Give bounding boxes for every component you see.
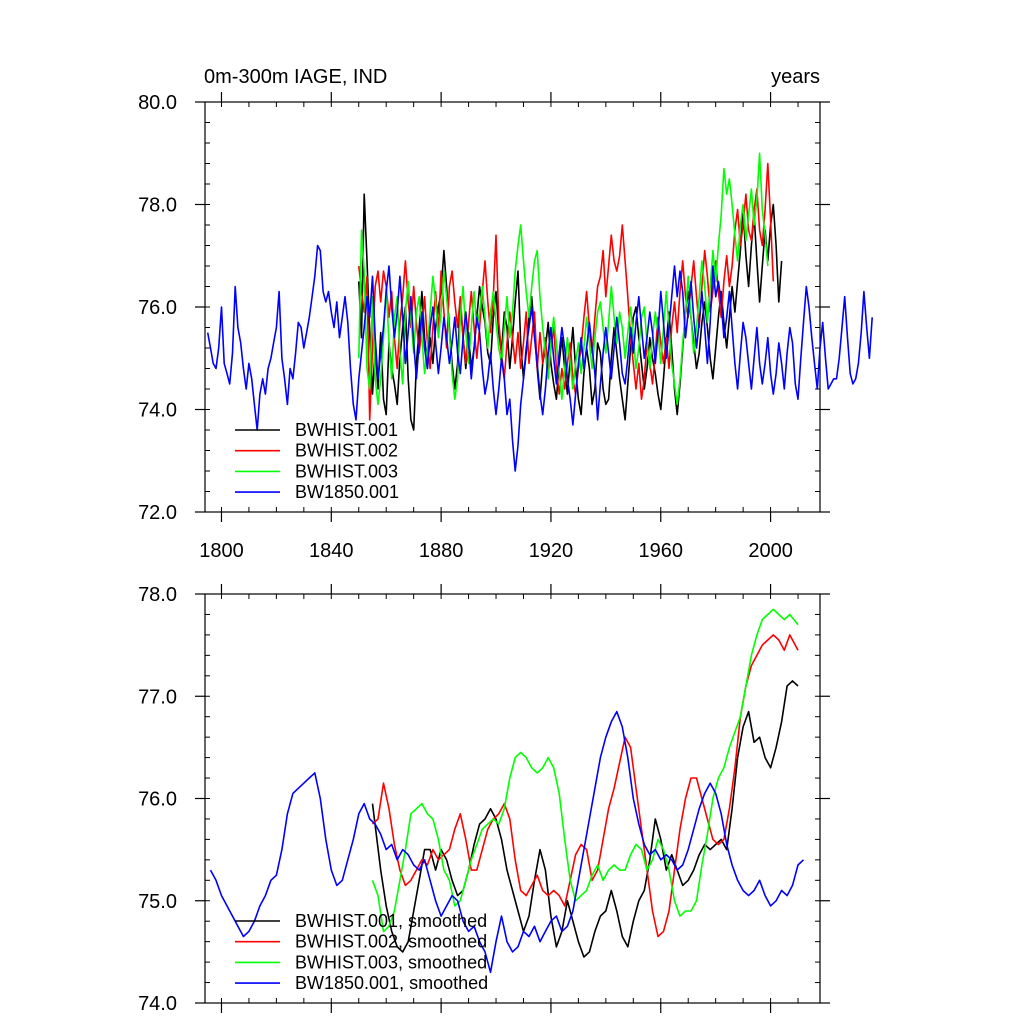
y-tick-label: 80.0: [138, 92, 177, 114]
y-tick-label: 77.0: [138, 686, 177, 708]
legend-label: BWHIST.003, smoothed: [295, 952, 487, 972]
y-tick-label: 78.0: [138, 195, 177, 217]
y-tick-label: 78.0: [138, 584, 177, 606]
legend-label: BW1850.001: [295, 482, 399, 502]
y-tick-label: 74.0: [138, 400, 177, 422]
series-line-bw1850-001: [206, 244, 873, 472]
series-line-bwhist-003-smoothed: [371, 608, 799, 933]
series-line-bw1850-001-smoothed: [209, 710, 805, 974]
x-tick-label: 1800: [199, 540, 244, 562]
top-title: 0m-300m IAGE, IND: [204, 66, 387, 88]
legend-label: BWHIST.001: [295, 420, 398, 440]
legend-label: BWHIST.003: [295, 461, 398, 481]
y-tick-label: 74.0: [138, 993, 177, 1015]
y-tick-label: 76.0: [138, 297, 177, 319]
series-line-bwhist-003: [358, 152, 769, 406]
top-units: years: [771, 66, 820, 88]
y-tick-label: 76.0: [138, 789, 177, 811]
x-tick-label: 1840: [309, 540, 354, 562]
bottom-panel: 74.0 75.0 76.0 77.0 78.0 BWHIST.001, smoothed…: [138, 584, 830, 1015]
legend-label: BW1850.001, smoothed: [295, 973, 488, 993]
y-tick-label: 75.0: [138, 891, 177, 913]
y-tick-label: 72.0: [138, 502, 177, 524]
legend-label: BWHIST.001, smoothed: [295, 911, 487, 931]
x-tick-label: 2000: [748, 540, 793, 562]
x-tick-label: 1960: [639, 540, 684, 562]
x-tick-label: 1880: [419, 540, 464, 562]
series-line-bwhist-001-smoothed: [371, 680, 799, 958]
top-panel: 1800 1840 1880 1920 1960 2000 72.0 74.0 76.0 78.0…: [138, 92, 873, 562]
legend-label: BWHIST.002: [295, 441, 398, 461]
legend-label: BWHIST.002, smoothed: [295, 932, 487, 952]
x-tick-label: 1920: [529, 540, 574, 562]
